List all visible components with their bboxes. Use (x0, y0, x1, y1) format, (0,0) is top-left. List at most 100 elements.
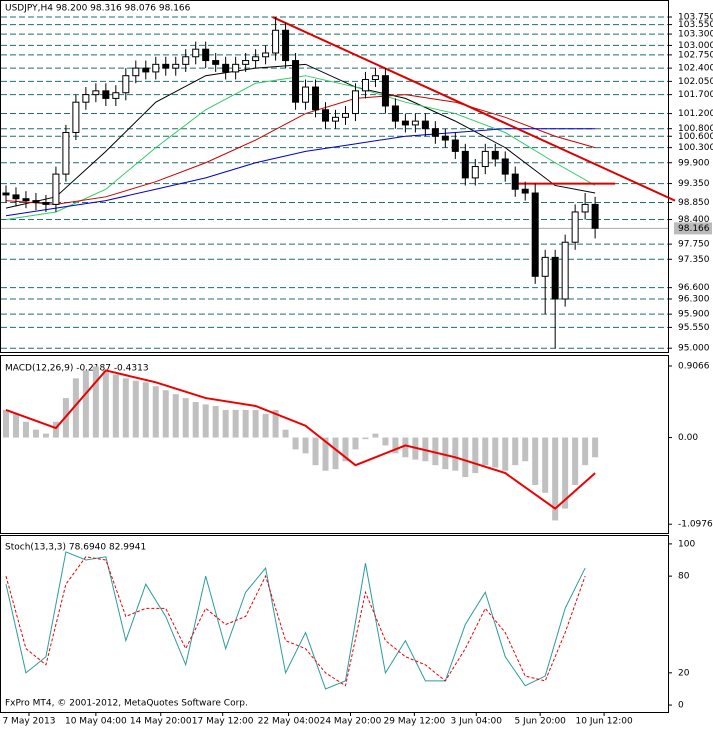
histogram-bar (142, 382, 149, 438)
candle-body (361, 78, 369, 92)
histogram-bar (572, 437, 579, 485)
x-tick-label: 10 Jun 12:00 (576, 717, 633, 727)
y-tick-label: 97.750 (678, 240, 710, 250)
histogram-bar (552, 437, 559, 521)
y-tick-label: 95.550 (678, 323, 710, 333)
x-tick-label: 29 May 12:00 (384, 717, 446, 727)
candle-body (222, 63, 230, 73)
histogram-bar (442, 437, 449, 470)
histogram-bar (172, 394, 179, 438)
current-price-box (674, 222, 712, 235)
current-price-label: 98.166 (678, 224, 710, 234)
candle-body (401, 120, 409, 126)
candle-body (521, 188, 529, 194)
candle-body (371, 75, 379, 80)
x-tick-label: 3 Jun 04:00 (451, 717, 503, 727)
macd-frame (0, 355, 669, 534)
y-tick-label: 103.300 (678, 30, 713, 40)
candle-body (252, 56, 260, 62)
x-tick-label: 24 May 20:00 (320, 717, 382, 727)
histogram-bar (462, 437, 469, 478)
candle-body (172, 63, 180, 69)
candle-body (112, 92, 120, 99)
candle-body (212, 60, 220, 65)
candle-body (581, 203, 589, 213)
y-tick-label: 96.600 (678, 283, 710, 293)
histogram-bar (402, 437, 409, 458)
y-tick-label: 101.700 (678, 90, 713, 100)
histogram-bar (292, 437, 299, 450)
candle-body (491, 150, 499, 160)
price-title: USDJPY,H4 98.200 98.316 98.076 98.166 (5, 4, 191, 14)
histogram-bar (162, 390, 169, 438)
histogram-bar (392, 437, 399, 454)
y-tick-label: 99.900 (678, 158, 710, 168)
histogram-bar (372, 433, 379, 438)
histogram-bar (222, 409, 229, 438)
candle-body (142, 67, 150, 73)
histogram-bar (432, 437, 439, 466)
histogram-bar (332, 437, 339, 470)
histogram-bar (242, 409, 249, 438)
candle-body (501, 158, 509, 175)
y-tick-label: 103.750 (678, 13, 713, 23)
histogram-bar (252, 409, 259, 438)
histogram-bar (212, 405, 219, 438)
candle-body (232, 63, 240, 73)
histogram-bar (12, 413, 19, 438)
histogram-bar (282, 429, 289, 438)
histogram-bar (472, 437, 479, 474)
candle-body (571, 211, 579, 243)
histogram-bar (112, 374, 119, 438)
histogram-bar (362, 437, 369, 440)
candle-body (381, 75, 389, 107)
signal-line (5, 369, 596, 510)
histogram-bar (42, 433, 49, 438)
candle-body (242, 60, 250, 65)
histogram-bar (542, 437, 549, 493)
candle-body (441, 135, 449, 141)
histogram-bar (192, 402, 199, 438)
candle-body (322, 109, 330, 122)
y-tick-label: 100.300 (678, 143, 713, 153)
y-tick-label: 97.350 (678, 255, 710, 265)
candle-body (2, 192, 10, 196)
histogram-bar (522, 437, 529, 462)
copyright: FxPro MT4, © 2001-2012, MetaQuotes Softw… (5, 699, 248, 709)
candle-body (32, 200, 40, 203)
y-tick-label: 103.550 (678, 20, 713, 30)
candle-body (262, 52, 270, 58)
candle-body (341, 113, 349, 118)
histogram-bar (502, 437, 509, 471)
y-tick-label: 103.000 (678, 41, 713, 51)
y-tick-label: 20 (678, 668, 690, 678)
moving-average (5, 94, 596, 205)
x-tick-label: 10 May 04:00 (65, 717, 127, 727)
candle-body (12, 194, 20, 200)
candle-body (531, 192, 539, 277)
candle-body (192, 48, 200, 58)
candle-body (541, 256, 549, 277)
candle-body (42, 201, 50, 205)
candle-body (62, 131, 70, 175)
candle-body (292, 60, 300, 103)
histogram-bar (22, 421, 29, 438)
histogram-bar (562, 437, 569, 509)
y-tick-label: 98.400 (678, 215, 710, 225)
x-tick-label: 22 May 04:00 (258, 717, 320, 727)
x-tick-label: 17 May 12:00 (192, 717, 254, 727)
y-tick-label: -1.0976 (678, 520, 713, 530)
histogram-bar (482, 437, 489, 466)
candle-body (411, 120, 419, 126)
histogram-bar (152, 386, 159, 438)
candle-body (22, 198, 30, 202)
stoch-main (5, 551, 586, 690)
histogram-bar (202, 404, 209, 438)
x-tick-label: 7 May 2013 (2, 717, 55, 727)
histogram-bar (342, 437, 349, 462)
histogram-bar (592, 437, 599, 458)
y-tick-label: 98.850 (678, 198, 710, 208)
y-tick-label: 100.800 (678, 124, 713, 134)
histogram-bar (302, 437, 309, 454)
histogram-bar (452, 437, 459, 471)
